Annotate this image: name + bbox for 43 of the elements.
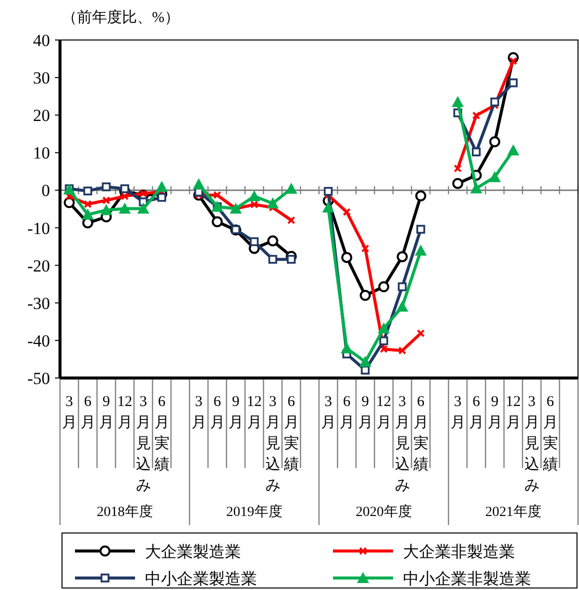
x-tick-label: 9月 [228,394,244,431]
y-tick-label: -20 [27,256,50,276]
legend-label: 大企業製造業 [145,543,241,561]
x-tick-label: 3月 [62,394,77,431]
x-tick-label: 3月見込み [265,394,280,494]
x-tick-label: 9月 [98,394,114,431]
y-tick-label: -40 [27,331,50,350]
legend-label: 中小企業非製造業 [403,570,531,588]
y-tick-label: -30 [27,294,50,313]
x-tick-label: 6月 [468,394,484,431]
y-tick-label: 40 [33,31,50,50]
x-tick-label: 9月 [487,394,502,431]
x-tick-label: 6月実績 [282,394,299,473]
x-tick-label: 9月 [358,394,373,431]
x-tick-label: 6月 [80,394,96,431]
text: 2019年度 [226,504,282,520]
y-tick-label: 10 [33,144,50,163]
legend-label: 大企業非製造業 [403,543,515,561]
x-tick-label: 3月 [450,394,466,431]
y-tick-label: 30 [33,68,50,88]
legend-label: 中小企業製造業 [145,570,257,588]
x-tick-label: 3月見込み [136,394,151,494]
x-tick-label: 6月実績 [542,394,558,473]
y-tick-label: 0 [42,181,50,200]
x-tick-label: 12月 [117,394,132,431]
y-tick-label: 20 [33,106,50,126]
x-tick-label: 12月 [246,394,262,431]
x-tick-label: 12月 [376,394,392,431]
x-tick-label: 6月 [210,394,225,431]
x-tick-label: 6月実績 [412,394,428,473]
x-tick-label: 6月 [339,394,354,431]
x-tick-label: 12月 [506,394,521,431]
x-tick-label: 3月見込み [524,394,540,494]
text: 2021年度 [485,504,542,520]
x-tick-label: 3月 [320,394,336,431]
x-tick-label: 3月見込み [394,394,410,494]
x-tick-label: 6月実績 [153,394,170,473]
y-tick-label: -50 [27,369,50,388]
text: 2018年度 [96,504,153,520]
text: 2020年度 [356,504,412,520]
x-tick-label: 3月 [191,394,206,431]
y-axis-title: （前年度比、%） [62,9,180,26]
y-tick-label: -10 [27,218,50,238]
